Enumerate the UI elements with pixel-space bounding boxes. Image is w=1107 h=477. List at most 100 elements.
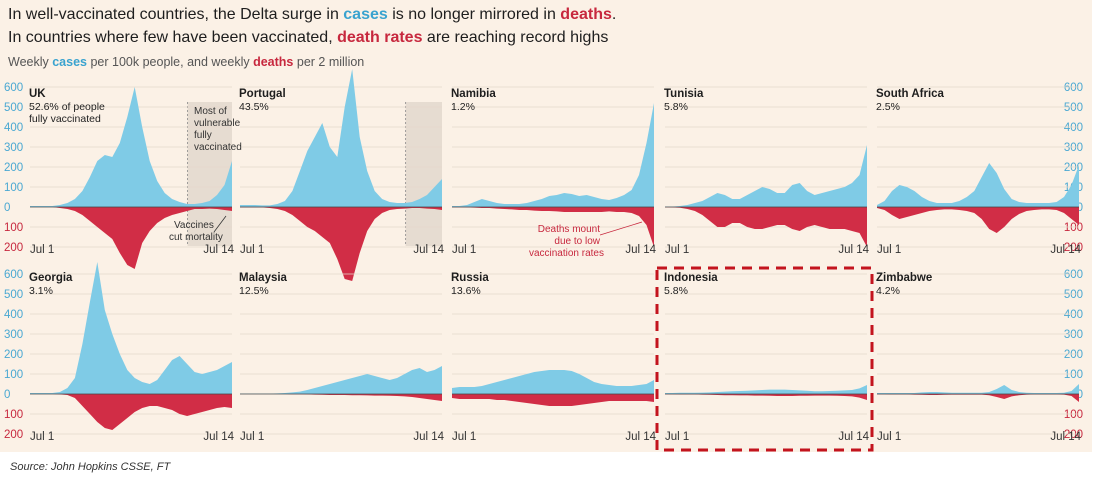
zimbabwe-deaths-area bbox=[877, 394, 1079, 402]
chart-panel: 0 0 100 100 200 200 300 300 400 400 500 500 600 600 10… bbox=[0, 0, 1092, 452]
georgia-panel-title: Georgia bbox=[29, 272, 73, 284]
title-text-2c: are reaching record highs bbox=[422, 29, 609, 46]
y-tick-label-left: 300 bbox=[4, 329, 23, 341]
x-tick-label: Jul 14 bbox=[1050, 244, 1081, 256]
annotation-uk-shade: vaccinated bbox=[194, 142, 242, 153]
russia-panel-title: Russia bbox=[451, 272, 489, 284]
uk-deaths-area bbox=[30, 207, 232, 269]
x-tick-label: Jul 1 bbox=[665, 244, 689, 256]
annotation-namibia: Deaths mount bbox=[538, 224, 600, 235]
y-tick-label-right: 500 bbox=[1064, 102, 1083, 114]
tunisia-cases-area bbox=[665, 145, 867, 207]
y-tick-label-right: 200 bbox=[1064, 349, 1083, 361]
chart-title-line-2: In countries where few have been vaccina… bbox=[8, 28, 608, 48]
subtitle-text-a: Weekly bbox=[8, 55, 53, 69]
y-tick-label-left: 0 bbox=[4, 202, 10, 214]
annotation-namibia: vaccination rates bbox=[529, 248, 604, 259]
annotation-uk-shade: Most of bbox=[194, 106, 227, 117]
x-tick-label: Jul 14 bbox=[413, 431, 444, 443]
namibia-deaths-area bbox=[452, 207, 654, 247]
y-tick-label-left: 100 bbox=[4, 222, 23, 234]
title-text-2a: In countries where few have been vaccina… bbox=[8, 29, 338, 46]
uk-panel-title: UK bbox=[29, 88, 46, 100]
zimbabwe-vaccination-label: 4.2% bbox=[876, 285, 900, 297]
x-tick-label: Jul 1 bbox=[30, 431, 54, 443]
y-tick-label-right: 400 bbox=[1064, 309, 1083, 321]
tunisia-panel-title: Tunisia bbox=[664, 88, 704, 100]
y-tick-label-right: 600 bbox=[1064, 82, 1083, 94]
portugal-cases-area bbox=[240, 69, 442, 207]
portugal-vaccination-label: 43.5% bbox=[239, 101, 269, 113]
south-africa-vaccination-label: 2.5% bbox=[876, 101, 900, 113]
y-tick-label-left: 600 bbox=[4, 82, 23, 94]
georgia-vaccination-label: 3.1% bbox=[29, 285, 53, 297]
x-tick-label: Jul 14 bbox=[1050, 431, 1081, 443]
annotation-uk-pointer bbox=[213, 215, 227, 233]
annotation-uk-shade: fully bbox=[194, 130, 212, 141]
indonesia-cases-area bbox=[665, 385, 867, 394]
title-death-rates-word: death rates bbox=[337, 29, 423, 46]
y-tick-label-right: 500 bbox=[1064, 289, 1083, 301]
indonesia-deaths-area bbox=[665, 394, 867, 400]
x-tick-label: Jul 14 bbox=[413, 244, 444, 256]
title-cases-word: cases bbox=[343, 6, 388, 23]
subtitle-deaths-word: deaths bbox=[253, 55, 294, 69]
malaysia-vaccination-label: 12.5% bbox=[239, 285, 269, 297]
russia-vaccination-label: 13.6% bbox=[451, 285, 481, 297]
x-tick-label: Jul 14 bbox=[203, 431, 234, 443]
south-africa-cases-area bbox=[877, 163, 1079, 207]
portugal-deaths-area bbox=[240, 207, 442, 281]
russia-cases-area bbox=[452, 370, 654, 394]
annotation-namibia-pointer bbox=[599, 221, 643, 236]
annotation-namibia: due to low bbox=[554, 236, 600, 247]
x-tick-label: Jul 14 bbox=[838, 244, 869, 256]
uk-vaccination-label: 52.6% of people bbox=[29, 101, 105, 113]
south-africa-panel-title: South Africa bbox=[876, 88, 945, 100]
namibia-cases-area bbox=[452, 103, 654, 207]
south-africa-deaths-area bbox=[877, 207, 1079, 233]
small-multiples-chart: 0 0 100 100 200 200 300 300 400 400 500 500 600 600 10… bbox=[4, 69, 1083, 452]
title-text-1a: In well-vaccinated countries, the Delta … bbox=[8, 6, 344, 23]
tunisia-vaccination-label: 5.8% bbox=[664, 101, 688, 113]
y-tick-label-left: 0 bbox=[4, 389, 10, 401]
source-note: Source: John Hopkins CSSE, FT bbox=[10, 461, 171, 473]
title-deaths-word: deaths bbox=[560, 6, 612, 23]
x-tick-label: Jul 1 bbox=[665, 431, 689, 443]
y-tick-label-left: 200 bbox=[4, 242, 23, 254]
y-tick-label-right: 0 bbox=[1077, 389, 1083, 401]
subtitle-text-e: per 2 million bbox=[293, 55, 365, 69]
y-tick-label-left: 100 bbox=[4, 409, 23, 421]
x-tick-label: Jul 1 bbox=[877, 244, 901, 256]
y-tick-label-left: 300 bbox=[4, 142, 23, 154]
x-tick-label: Jul 14 bbox=[203, 244, 234, 256]
y-tick-label-left: 500 bbox=[4, 289, 23, 301]
malaysia-cases-area bbox=[240, 366, 442, 394]
georgia-cases-area bbox=[30, 262, 232, 394]
y-tick-label-right: 200 bbox=[1064, 242, 1083, 254]
georgia-deaths-area bbox=[30, 394, 232, 430]
y-tick-label-left: 600 bbox=[4, 269, 23, 281]
y-tick-label-right: 200 bbox=[1064, 429, 1083, 441]
chart-subtitle: Weekly cases per 100k people, and weekly… bbox=[8, 55, 364, 69]
x-tick-label: Jul 14 bbox=[625, 244, 656, 256]
x-tick-label: Jul 1 bbox=[30, 244, 54, 256]
x-tick-label: Jul 1 bbox=[452, 431, 476, 443]
y-tick-label-right: 200 bbox=[1064, 162, 1083, 174]
portugal-shade-region bbox=[405, 102, 442, 246]
zimbabwe-panel-title: Zimbabwe bbox=[876, 272, 932, 284]
y-tick-label-left: 100 bbox=[4, 182, 23, 194]
y-tick-label-left: 200 bbox=[4, 349, 23, 361]
portugal-panel-title: Portugal bbox=[239, 88, 286, 100]
y-tick-label-right: 300 bbox=[1064, 142, 1083, 154]
uk-vaccination-label: fully vaccinated bbox=[29, 113, 101, 125]
x-tick-label: Jul 1 bbox=[452, 244, 476, 256]
annotation-uk-shade: vulnerable bbox=[194, 118, 241, 129]
y-tick-label-right: 300 bbox=[1064, 329, 1083, 341]
y-tick-label-right: 100 bbox=[1064, 369, 1083, 381]
subtitle-text-c: per 100k people, and weekly bbox=[87, 55, 254, 69]
x-tick-label: Jul 1 bbox=[240, 244, 264, 256]
chart-title-line-1: In well-vaccinated countries, the Delta … bbox=[8, 5, 616, 25]
russia-deaths-area bbox=[452, 394, 654, 406]
y-tick-label-left: 200 bbox=[4, 429, 23, 441]
y-tick-label-left: 500 bbox=[4, 102, 23, 114]
